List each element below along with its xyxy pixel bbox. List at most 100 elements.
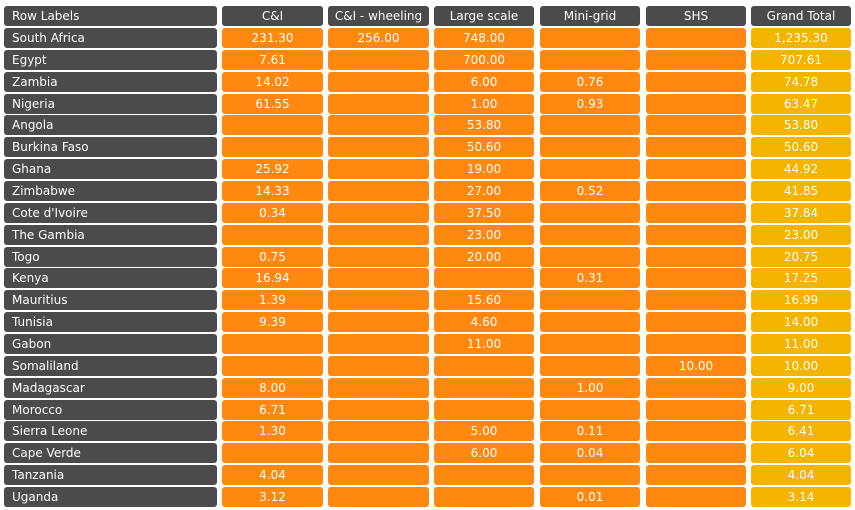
large-scale-value-cell: 20.00 (434, 246, 534, 267)
row-label-cell: Tanzania (4, 465, 217, 485)
mini-grid-value-cell (540, 246, 640, 267)
shs-value-cell (646, 115, 746, 136)
ci-value-cell: 1.39 (222, 290, 323, 311)
ci-value-cell: 7.61 (222, 49, 323, 70)
row-label-cell: Tunisia (4, 312, 217, 333)
grand-total-value-cell: 63.47 (751, 93, 851, 114)
mini-grid-value-cell (540, 28, 640, 48)
large-scale-value-cell: 5.00 (434, 421, 534, 442)
mini-grid-value-cell (540, 333, 640, 354)
ci-wheeling-value-cell (328, 443, 429, 464)
ci-wheeling-value-cell (328, 377, 429, 398)
row-label-cell: Angola (4, 115, 217, 136)
ci-wheeling-value-cell (328, 312, 429, 333)
grand-total-value-cell: 707.61 (751, 49, 851, 70)
grand-total-value-cell: 50.60 (751, 137, 851, 158)
ci-value-cell: 0.75 (222, 246, 323, 267)
large-scale-value-cell: 37.50 (434, 202, 534, 223)
ci-value-cell: 4.04 (222, 465, 323, 485)
shs-value-cell: 10.00 (646, 355, 746, 376)
ci-value-cell: 3.12 (222, 486, 323, 507)
grand-total-value-cell: 6.71 (751, 399, 851, 420)
large-scale-value-cell: 23.00 (434, 224, 534, 245)
ci-wheeling-value-cell (328, 71, 429, 92)
ci-value-cell: 14.33 (222, 181, 323, 201)
ci-value-cell (222, 115, 323, 136)
grand-total-value-cell: 1,235.30 (751, 28, 851, 48)
mini-grid-value-cell: 0.93 (540, 93, 640, 114)
shs-value-cell (646, 71, 746, 92)
ci-wheeling-value-cell (328, 115, 429, 136)
column-header-large-scale: Large scale (434, 6, 534, 26)
ci-value-cell: 16.94 (222, 268, 323, 289)
shs-value-cell (646, 268, 746, 289)
shs-value-cell (646, 421, 746, 442)
large-scale-value-cell (434, 355, 534, 376)
shs-value-cell (646, 181, 746, 201)
shs-value-cell (646, 399, 746, 420)
large-scale-value-cell: 11.00 (434, 333, 534, 354)
large-scale-value-cell: 15.60 (434, 290, 534, 311)
mini-grid-value-cell: 0.11 (540, 421, 640, 442)
ci-wheeling-value-cell (328, 181, 429, 201)
row-label-cell: Cape Verde (4, 443, 217, 464)
grand-total-value-cell: 10.00 (751, 355, 851, 376)
ci-value-cell: 9.39 (222, 312, 323, 333)
ci-wheeling-value-cell (328, 465, 429, 485)
grand-total-value-cell: 44.92 (751, 159, 851, 180)
column-header-ci-wheeling: C&I - wheeling (328, 6, 429, 26)
grand-total-value-cell: 74.78 (751, 71, 851, 92)
shs-value-cell (646, 377, 746, 398)
grand-total-value-cell: 20.75 (751, 246, 851, 267)
mini-grid-value-cell (540, 159, 640, 180)
shs-value-cell (646, 224, 746, 245)
row-label-cell: Uganda (4, 486, 217, 507)
ci-wheeling-value-cell (328, 268, 429, 289)
row-label-cell: Togo (4, 246, 217, 267)
ci-value-cell (222, 333, 323, 354)
grand-total-value-cell: 14.00 (751, 312, 851, 333)
grand-total-value-cell: 37.84 (751, 202, 851, 223)
row-label-cell: Gabon (4, 333, 217, 354)
grand-total-value-cell: 41.85 (751, 181, 851, 201)
shs-value-cell (646, 246, 746, 267)
grand-total-value-cell: 9.00 (751, 377, 851, 398)
ci-value-cell (222, 137, 323, 158)
grand-total-value-cell: 53.80 (751, 115, 851, 136)
ci-wheeling-value-cell (328, 290, 429, 311)
ci-wheeling-value-cell (328, 49, 429, 70)
column-header-ci: C&I (222, 6, 323, 26)
ci-wheeling-value-cell (328, 486, 429, 507)
mini-grid-value-cell (540, 224, 640, 245)
row-label-cell: Egypt (4, 49, 217, 70)
large-scale-value-cell: 6.00 (434, 443, 534, 464)
large-scale-value-cell: 1.00 (434, 93, 534, 114)
ci-wheeling-value-cell (328, 399, 429, 420)
shs-value-cell (646, 312, 746, 333)
row-label-cell: Zimbabwe (4, 181, 217, 201)
grand-total-value-cell: 23.00 (751, 224, 851, 245)
row-label-cell: Sierra Leone (4, 421, 217, 442)
shs-value-cell (646, 290, 746, 311)
ci-value-cell: 231.30 (222, 28, 323, 48)
large-scale-value-cell (434, 268, 534, 289)
mini-grid-value-cell (540, 465, 640, 485)
large-scale-value-cell: 19.00 (434, 159, 534, 180)
mini-grid-value-cell: 0.04 (540, 443, 640, 464)
shs-value-cell (646, 28, 746, 48)
grand-total-value-cell: 6.04 (751, 443, 851, 464)
ci-value-cell: 8.00 (222, 377, 323, 398)
grand-total-value-cell: 4.04 (751, 465, 851, 485)
ci-value-cell: 14.02 (222, 71, 323, 92)
large-scale-value-cell: 53.80 (434, 115, 534, 136)
mini-grid-value-cell: 0.01 (540, 486, 640, 507)
row-label-cell: Burkina Faso (4, 137, 217, 158)
ci-wheeling-value-cell (328, 355, 429, 376)
ci-value-cell: 0.34 (222, 202, 323, 223)
row-label-cell: Kenya (4, 268, 217, 289)
mini-grid-value-cell: 0.31 (540, 268, 640, 289)
grand-total-value-cell: 17.25 (751, 268, 851, 289)
ci-wheeling-value-cell (328, 137, 429, 158)
mini-grid-value-cell: 0.76 (540, 71, 640, 92)
